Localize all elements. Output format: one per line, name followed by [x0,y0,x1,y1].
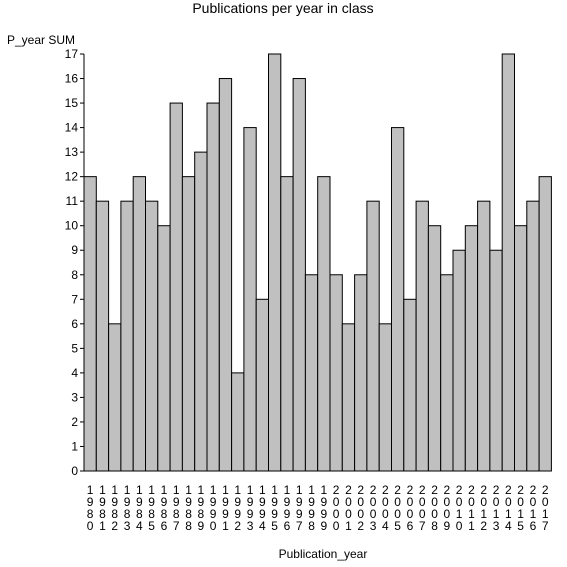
y-tick-label: 9 [71,243,78,257]
y-tick-label: 2 [71,415,78,429]
bar [489,249,503,472]
bar [317,176,331,472]
y-tick-label: 0 [71,464,78,478]
bar [341,323,356,472]
bar [132,176,146,472]
bar [108,323,122,472]
y-tick-label: 3 [71,390,78,404]
bar [440,274,454,472]
bar [526,200,540,472]
bar [83,176,97,472]
bar [304,274,319,472]
bar [157,225,171,472]
bar [243,127,257,472]
bar [329,274,343,472]
y-axis-label: P_year SUM [7,33,75,47]
y-tick-label: 1 [71,439,78,453]
bar [181,176,196,472]
y-tick-label: 11 [66,194,79,208]
bar [452,249,466,472]
y-tick-label: 14 [65,121,79,135]
bar [514,225,528,472]
bar [391,127,405,472]
y-tick-label: 12 [65,170,79,184]
bar [206,102,220,472]
bar [255,298,270,472]
bar [95,200,110,472]
y-tick-label: 4 [71,366,78,380]
bar [194,151,208,472]
bar [218,78,233,472]
bar [378,323,393,472]
bar [280,176,294,472]
bar [231,372,245,472]
y-tick-label: 15 [65,96,79,110]
bar [120,200,134,472]
bar [268,53,282,472]
bar [415,200,429,472]
bar [403,298,417,472]
y-tick-label: 16 [65,72,79,86]
y-tick-label: 17 [65,47,79,61]
y-tick-label: 10 [65,219,79,233]
bar [464,225,479,472]
bar [501,53,516,472]
bar [145,200,159,472]
bar [366,200,380,472]
y-tick-label: 13 [65,145,79,159]
bar [169,102,183,472]
bar [538,176,552,472]
chart-title: Publications per year in class [192,0,373,16]
y-tick-label: 8 [71,268,78,282]
y-tick-label: 7 [71,292,78,306]
y-tick-label: 5 [71,341,78,355]
bar [292,78,306,472]
x-axis-label: Publication_year [279,547,368,561]
bar [354,274,368,472]
y-tick-label: 6 [71,317,78,331]
bar [477,200,491,472]
bar [427,225,442,472]
